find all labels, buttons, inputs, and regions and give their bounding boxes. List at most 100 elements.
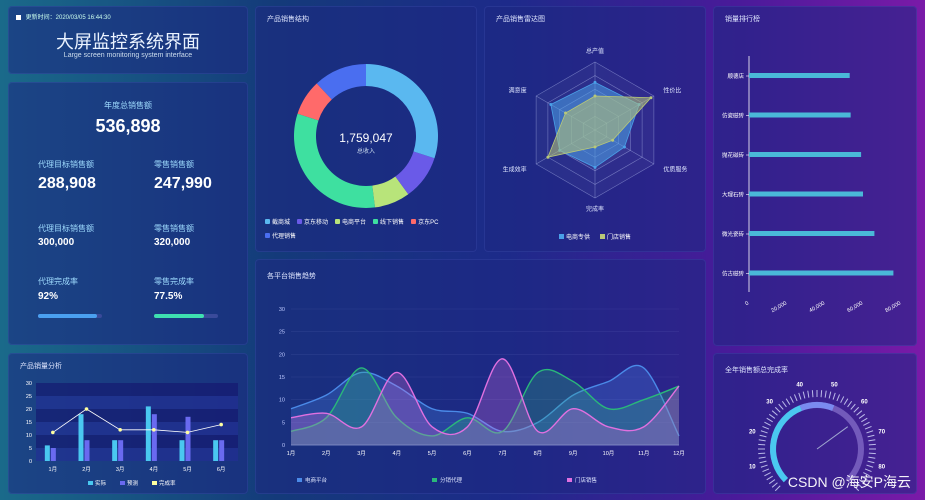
bar-x-tick: 4月 <box>150 466 159 473</box>
bar-actual[interactable] <box>112 440 118 461</box>
trend-legend-label: 分销代理 <box>440 476 463 484</box>
donut-legend-item[interactable]: 截商城 <box>265 216 290 230</box>
ranking-bar[interactable] <box>749 73 850 78</box>
gauge-tick <box>798 392 802 400</box>
bar-forecast[interactable] <box>185 416 191 461</box>
bar-actual[interactable] <box>44 445 50 461</box>
radar-legend-item[interactable]: 电商专供 <box>558 234 590 241</box>
trend-line[interactable] <box>290 358 680 436</box>
donut-legend: 截商城 京东移动 电商平台 线下销售 京东PC 代理销售 <box>265 216 470 244</box>
gauge-tick <box>789 396 794 403</box>
retail-rate-bar <box>154 314 204 318</box>
gauge-tick <box>847 400 853 408</box>
ranking-bar[interactable] <box>749 231 875 236</box>
donut-slice <box>316 64 366 100</box>
bar-grid-band <box>36 409 238 422</box>
donut-legend-item[interactable]: 线下销售 <box>373 216 404 230</box>
bar-actual[interactable] <box>145 406 151 461</box>
gauge-tick <box>824 390 827 398</box>
bar-forecast[interactable] <box>50 448 56 461</box>
bar-x-tick: 6月 <box>217 466 226 473</box>
gauge-tick <box>758 456 766 459</box>
trend-y-tick: 10 <box>279 398 285 404</box>
gauge-tick <box>861 417 868 423</box>
gauge-label: 60 <box>861 400 868 406</box>
agent-rate-bar <box>38 314 97 318</box>
trend-line[interactable] <box>290 367 680 437</box>
trend-y-tick: 20 <box>279 352 285 358</box>
gauge-tick <box>867 460 875 464</box>
gauge-tick <box>858 479 866 485</box>
trend-line[interactable] <box>290 364 680 437</box>
legend-swatch <box>411 219 417 224</box>
ranking-bar[interactable] <box>749 112 851 118</box>
annual-sales-label: 年度总销售额 <box>104 101 152 110</box>
radar-axis-label: 满意度 <box>509 87 527 95</box>
bar-grid-band <box>36 396 238 409</box>
ranking-panel: 销量排行榜 顺德店 仿瓷磁砖 抛花磁砖 大理石砖 微光瓷砖 仿古磁砖 0 20,000 40,0… <box>713 6 917 346</box>
ranking-tick-label: 60,000 <box>846 301 864 315</box>
radar-axis-label: 性价比 <box>663 87 681 95</box>
gauge-tick <box>762 468 770 473</box>
gauge-tick <box>774 406 781 413</box>
gauge-label: 50 <box>831 382 838 388</box>
gauge-arc <box>799 402 835 411</box>
legend-swatch <box>432 478 437 482</box>
gauge-title: 全年销售额总完成率 <box>725 367 788 374</box>
radar-legend-item[interactable]: 门店销售 <box>600 234 631 241</box>
gauge-tick <box>778 403 784 410</box>
page-title: 大屏监控系统界面 <box>56 32 200 52</box>
trend-x-tick: 6月 <box>463 450 472 457</box>
trend-y-tick: 5 <box>282 420 285 426</box>
donut-slice <box>366 64 438 159</box>
gauge-tick <box>853 406 860 413</box>
bar-forecast[interactable] <box>151 414 157 461</box>
trend-panel: 各平台销售趋势 30 25 20 15 10 5 0 1月 2月 3月 4月 5月 6月 7月 8月 9月 10… <box>255 259 706 494</box>
gauge-tick <box>868 456 876 459</box>
bar-y-tick: 0 <box>29 459 32 465</box>
ranking-bar[interactable] <box>749 191 863 197</box>
gauge-tick <box>766 417 773 423</box>
legend-swatch <box>567 478 572 482</box>
donut-legend-item[interactable]: 代理销售 <box>265 230 296 244</box>
gauge-tick <box>863 421 870 426</box>
gauge-tick <box>864 425 872 430</box>
gauge-label: 80 <box>878 464 885 470</box>
bar-actual[interactable] <box>213 440 219 461</box>
agent-rate-value: 92% <box>38 291 59 302</box>
bar-grid-band <box>36 435 238 448</box>
ranking-bar[interactable] <box>749 270 894 276</box>
radar-point <box>549 103 553 106</box>
donut-legend-item[interactable]: 京东PC <box>411 216 438 230</box>
bar-legend-label: 完成率 <box>159 479 176 487</box>
ranking-label: 仿古磁砖 <box>722 270 745 278</box>
bar-forecast[interactable] <box>219 440 225 461</box>
gauge-label: 40 <box>796 382 803 388</box>
bar-y-tick: 15 <box>26 420 32 426</box>
bar-actual[interactable] <box>179 440 185 461</box>
trend-y-tick: 25 <box>279 330 285 336</box>
gauge-tick <box>811 390 814 398</box>
bar-actual[interactable] <box>78 414 84 461</box>
radar-point <box>611 138 615 142</box>
trend-chart: 30 25 20 15 10 5 01月 2月 3月 4月 5月 6月 7月 8月 9月 10月 11月 12月电… <box>279 307 685 484</box>
trend-legend-label: 电商平台 <box>305 476 328 484</box>
donut-legend-item[interactable]: 电商平台 <box>335 216 366 230</box>
bar-forecast[interactable] <box>118 440 124 461</box>
ranking-tick-label: 0 <box>744 301 750 308</box>
bar-y-tick: 10 <box>26 433 32 439</box>
legend-swatch <box>265 233 270 238</box>
bar-rate-point <box>118 428 122 432</box>
legend-swatch <box>335 219 341 224</box>
trend-x-tick: 9月 <box>569 450 578 457</box>
bar-forecast[interactable] <box>84 440 90 461</box>
radar-panel: 产品销售雷达图 总产值 性价比 优质服务 完成率 生成效率 满意度 电商专供 门店销售 <box>484 6 706 252</box>
donut-total-label: 总收入 <box>357 147 375 155</box>
retail-rate-value: 77.5% <box>154 291 183 302</box>
gauge-tick <box>858 413 866 419</box>
trend-x-tick: 3月 <box>357 450 366 457</box>
trend-x-tick: 4月 <box>393 450 402 457</box>
ranking-bar[interactable] <box>749 152 862 157</box>
donut-legend-item[interactable]: 京东移动 <box>297 216 328 230</box>
gauge-tick <box>771 482 778 488</box>
